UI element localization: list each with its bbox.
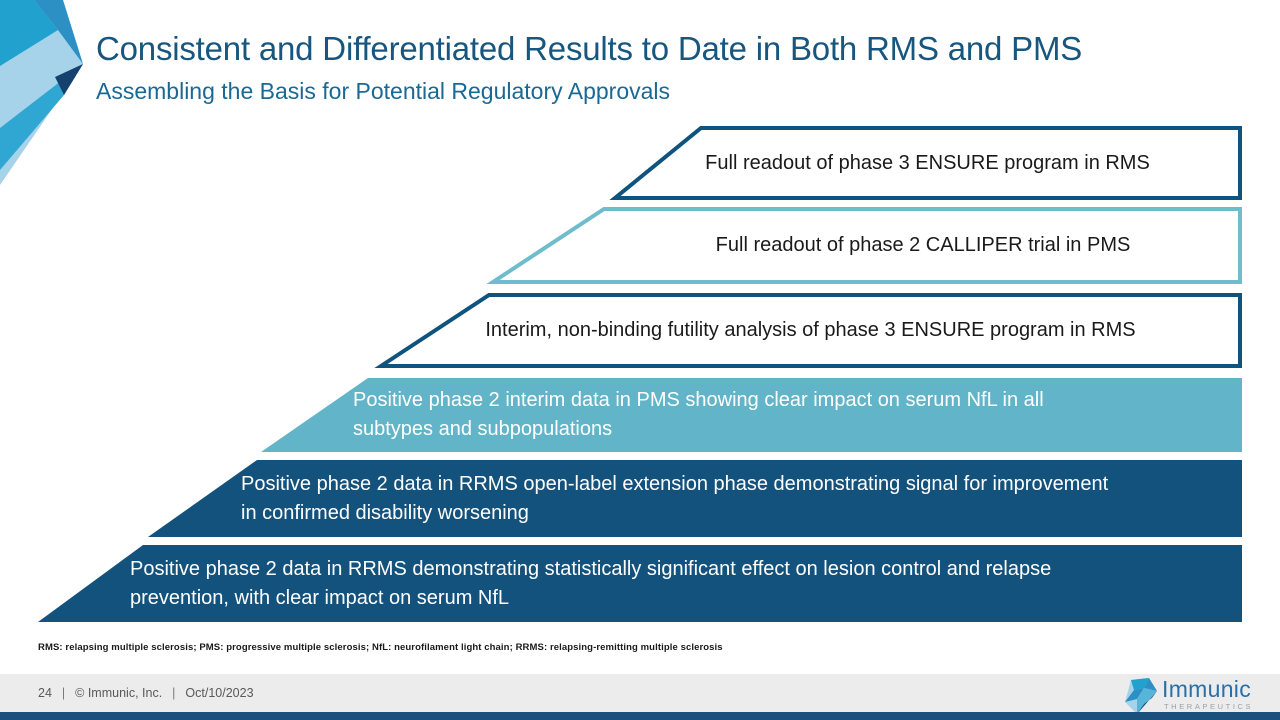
milestone-label-line1: Positive phase 2 interim data in PMS sho… xyxy=(353,389,1044,411)
milestone-label-line2: prevention, with clear impact on serum N… xyxy=(130,586,510,609)
footer-meta: 24 | © Immunic, Inc. | Oct/10/2023 xyxy=(38,686,254,700)
bar-shape xyxy=(609,126,1242,200)
milestone-bar-ensure-futility-analysis: Interim, non-binding futility analysis o… xyxy=(374,293,1242,368)
milestone-label-line2: subtypes and subpopulations xyxy=(353,418,613,440)
footer-date: Oct/10/2023 xyxy=(185,686,254,700)
bar-shape xyxy=(148,460,1242,537)
bar-shape xyxy=(374,293,1242,368)
milestone-label: Full readout of phase 3 ENSURE program i… xyxy=(705,151,1150,174)
footer-separator: | xyxy=(61,686,66,700)
milestone-bar-rrms-open-label-extension: Positive phase 2 data in RRMS open-label… xyxy=(148,460,1242,537)
milestone-label: Interim, non-binding futility analysis o… xyxy=(485,319,1136,341)
page-subtitle: Assembling the Basis for Potential Regul… xyxy=(96,78,671,104)
brand-tagline: THERAPEUTICS xyxy=(1164,702,1254,711)
gem-icon xyxy=(0,0,83,185)
footer-accent-bar xyxy=(0,712,1280,720)
brand-name: Immunic xyxy=(1162,676,1252,702)
milestone-label-line1: Positive phase 2 data in RRMS open-label… xyxy=(241,472,1109,495)
milestone-bar-pms-interim-data: Positive phase 2 interim data in PMS sho… xyxy=(261,378,1242,452)
page-title: Consistent and Differentiated Results to… xyxy=(96,30,1083,67)
bar-shape xyxy=(261,378,1242,452)
milestone-label: Full readout of phase 2 CALLIPER trial i… xyxy=(715,234,1131,256)
milestone-label-line1: Positive phase 2 data in RRMS demonstrat… xyxy=(130,557,1052,580)
gem-icon xyxy=(1125,678,1157,714)
bar-shape xyxy=(486,207,1242,284)
milestone-label-line2: in confirmed disability worsening xyxy=(241,501,529,524)
milestone-bar-ensure-full-readout: Full readout of phase 3 ENSURE program i… xyxy=(609,126,1242,200)
page-number: 24 xyxy=(38,686,52,700)
milestone-bar-calliper-full-readout: Full readout of phase 2 CALLIPER trial i… xyxy=(486,207,1242,284)
footnote-abbreviations: RMS: relapsing multiple sclerosis; PMS: … xyxy=(38,642,723,653)
bar-shape xyxy=(38,545,1242,622)
company-logo: Immunic THERAPEUTICS xyxy=(1124,676,1274,716)
footer-band xyxy=(0,674,1280,712)
footer-separator: | xyxy=(172,686,176,700)
copyright-text: © Immunic, Inc. xyxy=(75,686,163,700)
milestone-bar-rrms-lesion-control: Positive phase 2 data in RRMS demonstrat… xyxy=(38,545,1242,622)
corner-gem-logo xyxy=(0,0,85,190)
